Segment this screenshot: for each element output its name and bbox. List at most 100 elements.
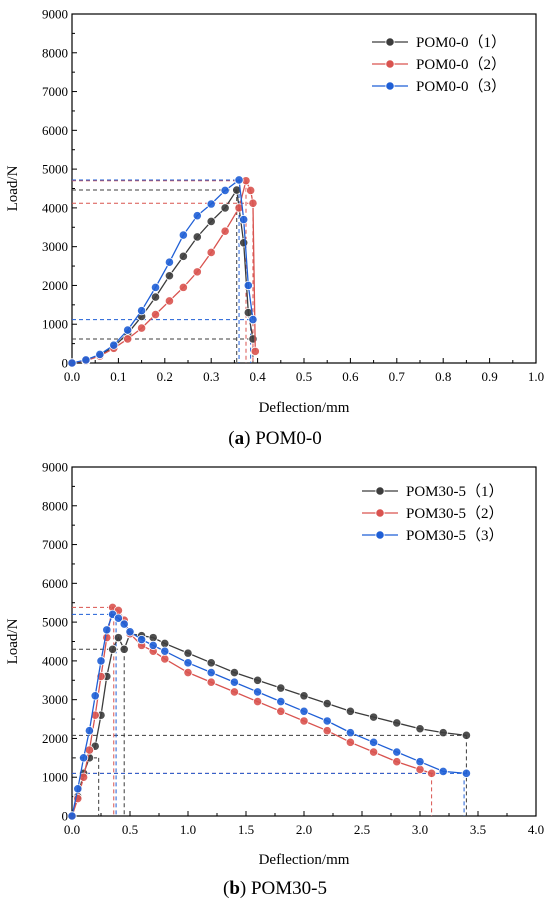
y-tick-label: 7000	[42, 537, 68, 552]
x-tick-label: 0.9	[481, 369, 497, 384]
y-axis-title: Load/N	[5, 618, 21, 664]
data-point-series-2	[90, 710, 100, 720]
data-point-series-3	[109, 340, 119, 350]
data-point-series-3	[164, 257, 175, 267]
data-point-series-2	[250, 346, 260, 356]
data-point-series-3	[239, 214, 249, 225]
data-point-series-2	[206, 677, 216, 687]
y-tick-label: 4000	[42, 653, 68, 668]
legend-marker-3	[385, 81, 395, 91]
y-tick-label: 8000	[42, 498, 68, 513]
data-point-series-1	[192, 232, 202, 242]
y-tick-label: 4000	[42, 200, 68, 215]
legend-marker-2	[375, 508, 385, 518]
caption-text: POM30-5	[251, 878, 327, 899]
data-point-series-1	[220, 203, 230, 213]
caption-paren-open: (	[223, 878, 229, 899]
data-point-series-3	[178, 230, 188, 240]
data-point-series-3	[84, 726, 95, 736]
data-point-series-2	[102, 633, 112, 643]
data-point-series-2	[276, 706, 286, 716]
caption-paren-close: )	[240, 878, 251, 899]
figure-caption: (a) POM0-0	[228, 428, 321, 449]
data-point-series-2	[220, 226, 230, 236]
y-tick-label: 3000	[42, 239, 68, 254]
legend-entry-3: POM0-0（3）	[416, 78, 506, 95]
y-tick-label: 6000	[42, 123, 68, 138]
series-line-3	[71, 613, 467, 817]
caption-letter: a	[235, 428, 245, 449]
legend-entry-1: POM0-0（1）	[416, 34, 506, 51]
x-tick-label: 3.5	[470, 822, 486, 837]
data-point-series-2	[299, 716, 309, 726]
data-point-series-2	[392, 757, 402, 767]
data-point-series-2	[253, 697, 263, 707]
data-point-series-3	[461, 768, 471, 778]
y-tick-label: 5000	[42, 162, 68, 177]
data-point-series-1	[206, 216, 216, 227]
legend-marker-3	[375, 530, 385, 540]
x-tick-label: 4.0	[528, 822, 544, 837]
data-point-series-2	[178, 282, 188, 292]
x-tick-label: 0.0	[64, 369, 80, 384]
data-point-series-3	[229, 677, 239, 687]
data-point-series-1	[299, 691, 309, 701]
x-tick-label: 0.6	[342, 369, 359, 384]
data-point-series-3	[81, 355, 91, 365]
y-axis-title: Load/N	[5, 165, 21, 211]
data-point-series-3	[192, 211, 202, 221]
caption-text: POM0-0	[255, 428, 322, 449]
data-point-series-3	[90, 691, 100, 701]
data-point-series-1	[461, 730, 471, 740]
data-point-series-3	[438, 766, 448, 777]
data-point-series-2	[183, 667, 193, 678]
data-point-series-3	[415, 757, 425, 767]
data-point-series-3	[137, 306, 147, 316]
data-point-series-1	[229, 667, 239, 678]
data-point-series-3	[125, 627, 135, 637]
data-point-series-3	[79, 753, 89, 763]
caption-paren-open: (	[228, 428, 234, 449]
data-point-series-3	[276, 697, 286, 707]
caption-paren-close: )	[244, 428, 255, 449]
data-point-series-1	[415, 724, 425, 734]
data-point-series-1	[164, 271, 175, 281]
data-point-series-1	[108, 644, 118, 654]
figure-caption: (b) POM30-5	[223, 878, 327, 899]
series-line-3	[71, 178, 254, 364]
data-point-series-1	[206, 658, 216, 668]
y-tick-label: 2000	[42, 731, 68, 746]
legend-entry-3: POM30-5（3）	[406, 527, 504, 544]
chart-panel-a: 0.0 0.1 0.2 0.3 0.4 0.5 0.6 0.7 0.8 0.9 1.0 0 1000 20…	[5, 7, 544, 450]
x-tick-label: 0.1	[110, 369, 126, 384]
x-axis-title: Deflection/mm	[259, 852, 350, 868]
data-point-series-3	[96, 656, 106, 666]
y-tick-label: 2000	[42, 278, 68, 293]
x-axis-title: Deflection/mm	[259, 400, 350, 416]
x-tick-label: 0.0	[64, 822, 80, 837]
data-point-series-3	[123, 325, 133, 335]
data-point-series-3	[322, 716, 332, 726]
data-point-series-1	[392, 718, 402, 728]
data-point-series-2	[192, 267, 202, 277]
data-point-series-2	[322, 726, 332, 736]
data-point-series-1	[113, 633, 124, 643]
data-point-series-2	[234, 203, 244, 213]
x-tick-label: 2.0	[296, 822, 312, 837]
y-tick-label: 0	[62, 809, 69, 824]
data-point-series-2	[345, 737, 355, 747]
data-point-series-2	[150, 309, 161, 320]
x-tick-label: 2.5	[354, 822, 370, 837]
data-point-series-2	[246, 185, 256, 196]
data-point-series-3	[253, 687, 263, 697]
y-tick-label: 9000	[42, 7, 68, 22]
y-tick-label: 1000	[42, 317, 68, 332]
data-point-series-3	[73, 784, 83, 794]
y-tick-label: 1000	[42, 770, 68, 785]
data-point-series-2	[368, 747, 379, 757]
data-point-series-3	[299, 706, 309, 716]
data-point-series-2	[415, 764, 425, 775]
x-tick-label: 0.5	[296, 369, 312, 384]
data-point-series-3	[345, 728, 355, 738]
